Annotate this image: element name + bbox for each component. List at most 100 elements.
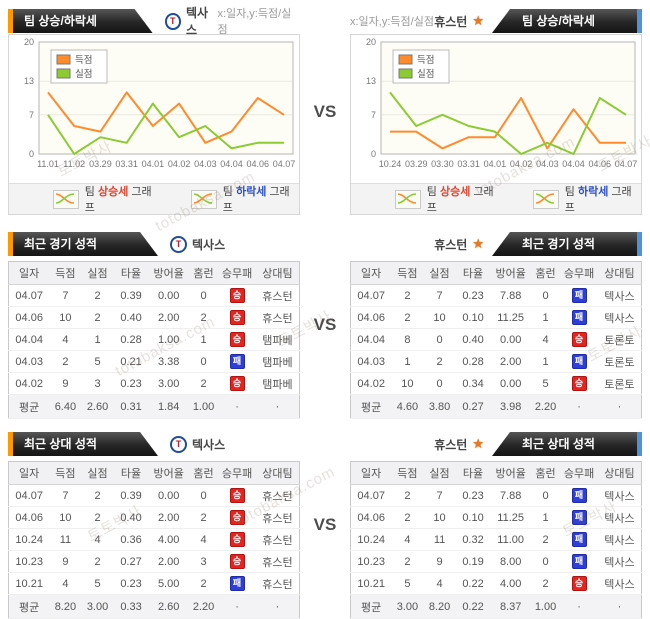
- column-header: 일자: [8, 461, 50, 485]
- table-cell: 4.00: [490, 572, 531, 595]
- table-cell: 8.20: [49, 594, 82, 619]
- average-row: 평균 8.20 3.00 0.33 2.60 2.20 · ·: [8, 594, 300, 619]
- rise-graph-legend[interactable]: 팀 상승세 그래프: [395, 183, 503, 215]
- vs-label: VS: [313, 101, 337, 121]
- table-cell: 1.00: [188, 394, 219, 419]
- legend-text: 팀 상승세 그래프: [84, 186, 152, 214]
- table-cell: 2.20: [188, 594, 219, 619]
- loss-badge: 패: [229, 576, 245, 591]
- houston-head-to-head-panel: 휴스턴 ★ 최근 상대 성적 일자 득점 실점 타율 방어율 홈런 승무패 상대팀 04.07 2…: [350, 431, 642, 619]
- table-cell: 04.07: [350, 284, 392, 307]
- average-row: 평균 6.40 2.60 0.31 1.84 1.00 · ·: [8, 394, 300, 419]
- trend-charts-section: 팀 상승/하락세 T 텍사스 x:일자,y:득점/실점 0 7 13 20 11.01 1…: [8, 6, 642, 215]
- y-tick-label: 7: [29, 110, 34, 120]
- table-cell: 0.23: [455, 484, 491, 507]
- table-cell: 휴스턴: [255, 484, 300, 507]
- x-tick-label: 04.06: [589, 159, 612, 169]
- table-cell: 10: [423, 506, 456, 529]
- table-cell: 휴스턴: [255, 284, 300, 307]
- table-cell: 휴스턴: [255, 306, 300, 329]
- texas-recent-games-header: 최근 경기 성적 T 텍사스: [8, 231, 300, 257]
- table-cell: 0.27: [455, 394, 491, 419]
- table-cell: 7: [423, 484, 456, 507]
- table-cell: 2: [188, 306, 219, 329]
- table-row: 04.06 2 10 0.10 11.25 1 패 텍사스: [350, 506, 642, 529]
- x-tick-label: 04.06: [247, 159, 270, 169]
- table-cell: 2.60: [81, 394, 114, 419]
- table-cell: 04.07: [350, 484, 392, 507]
- tab-team-trend-left: 팀 상승/하락세: [8, 9, 153, 33]
- table-cell: 2: [391, 550, 424, 573]
- table-cell: ·: [255, 394, 300, 419]
- tab-accent-orange: [8, 9, 13, 33]
- table-row: 04.07 7 2 0.39 0.00 0 승 휴스턴: [8, 484, 300, 507]
- table-cell: 0.39: [113, 484, 149, 507]
- legend-swatch: [398, 68, 413, 79]
- tab-title: 최근 상대 성적: [24, 437, 97, 451]
- header-row: 일자 득점 실점 타율 방어율 홈런 승무패 상대팀: [8, 461, 300, 485]
- table-cell: 1: [530, 306, 561, 329]
- column-header: 득점: [49, 261, 82, 285]
- table-cell: 9: [49, 550, 82, 573]
- table-cell: ·: [560, 594, 598, 619]
- table-cell: 10: [49, 506, 82, 529]
- table-cell: 0.33: [113, 594, 149, 619]
- x-tick-label: 04.03: [194, 159, 217, 169]
- x-tick-label: 11.02: [63, 159, 85, 169]
- table-cell: 0.40: [455, 328, 491, 351]
- column-header: 승무패: [560, 261, 598, 285]
- rise-graph-icon: [395, 189, 421, 209]
- table-cell: 3.80: [423, 394, 456, 419]
- table-cell: 8: [391, 328, 424, 351]
- team-houston: 휴스턴 ★: [434, 236, 484, 253]
- table-cell: 4: [391, 528, 424, 551]
- fall-graph-legend[interactable]: 팀 하락세 그래프: [191, 183, 299, 215]
- houston-recent-games-header: 휴스턴 ★ 최근 경기 성적: [350, 231, 642, 257]
- tab-team-trend-right: 팀 상승/하락세: [492, 9, 642, 33]
- x-tick-label: 04.01: [142, 159, 165, 169]
- table-cell: 04.06: [8, 306, 50, 329]
- axis-note: x:일자,y:득점/실점: [217, 8, 292, 36]
- loss-badge: 패: [571, 532, 587, 547]
- table-cell: 0.39: [113, 284, 149, 307]
- table-cell: 패: [560, 528, 598, 551]
- table-cell: 패: [218, 350, 256, 373]
- column-header: 일자: [8, 261, 50, 285]
- table-cell: 0.22: [455, 594, 491, 619]
- table-cell: 3.00: [81, 594, 114, 619]
- column-header: 홈런: [530, 461, 561, 485]
- rise-graph-legend[interactable]: 팀 상승세 그래프: [53, 183, 161, 215]
- tab-head-to-head-right: 최근 상대 성적: [492, 432, 642, 456]
- table-cell: 3.38: [148, 350, 189, 373]
- fall-graph-legend[interactable]: 팀 하락세 그래프: [533, 183, 641, 215]
- y-tick-label: 7: [371, 110, 376, 120]
- team-name: 텍사스: [192, 437, 226, 452]
- series-line-실점: [389, 91, 627, 155]
- y-tick-label: 0: [371, 149, 376, 159]
- table-cell: 0: [188, 484, 219, 507]
- table-cell: 7.88: [490, 484, 531, 507]
- table-cell: ·: [255, 594, 300, 619]
- table-cell: 1.84: [148, 394, 189, 419]
- table-cell: 04.06: [8, 506, 50, 529]
- table-cell: 10.21: [350, 572, 392, 595]
- table-row: 04.03 2 5 0.21 3.38 0 패 탬파베: [8, 350, 300, 373]
- table-cell: 1: [81, 328, 114, 351]
- table-cell: ·: [597, 594, 642, 619]
- vs-label: VS: [313, 315, 337, 334]
- table-cell: 1: [530, 350, 561, 373]
- table-cell: 0.10: [455, 306, 491, 329]
- table-cell: 0.36: [113, 528, 149, 551]
- texas-trend-chart: 0 7 13 20 11.01 11.02 03.29 03.31 04.01 04.02 04.0…: [8, 34, 300, 215]
- table-cell: 10: [49, 306, 82, 329]
- x-tick-label: 11.01: [37, 159, 59, 169]
- x-tick-label: 04.04: [562, 159, 585, 169]
- column-header: 타율: [455, 461, 491, 485]
- texas-recent-games-table: 일자 득점 실점 타율 방어율 홈런 승무패 상대팀 04.07 7 2 0.39 0.00 0 승 휴스턴 0…: [8, 261, 300, 419]
- table-cell: 2: [188, 506, 219, 529]
- tab-title: 최근 경기 성적: [522, 237, 595, 251]
- texas-rangers-logo-icon: T: [164, 12, 181, 30]
- table-cell: 텍사스: [597, 572, 642, 595]
- table-cell: 7: [49, 284, 82, 307]
- table-cell: 0.32: [455, 528, 491, 551]
